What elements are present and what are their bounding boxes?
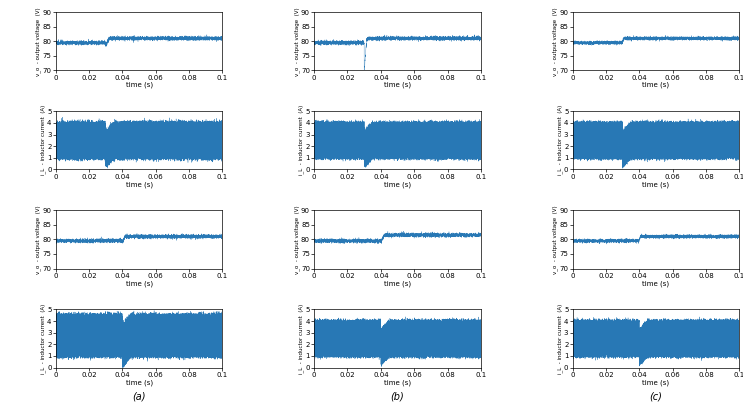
Text: (a): (a) <box>132 392 146 402</box>
Y-axis label: i_L  - inductor current  (A): i_L - inductor current (A) <box>299 105 304 175</box>
Y-axis label: v_o  - output voltage  (V): v_o - output voltage (V) <box>294 7 299 76</box>
Y-axis label: v_o  - output voltage  (V): v_o - output voltage (V) <box>552 205 558 274</box>
X-axis label: time (s): time (s) <box>384 181 411 187</box>
X-axis label: time (s): time (s) <box>384 82 411 88</box>
Text: (b): (b) <box>391 392 404 402</box>
X-axis label: time (s): time (s) <box>126 82 152 88</box>
Y-axis label: i_L  - inductor current  (A): i_L - inductor current (A) <box>299 303 304 374</box>
X-axis label: time (s): time (s) <box>643 379 669 386</box>
X-axis label: time (s): time (s) <box>643 181 669 187</box>
Y-axis label: i_L  - inductor current  (A): i_L - inductor current (A) <box>557 105 562 175</box>
X-axis label: time (s): time (s) <box>126 181 152 187</box>
Text: (c): (c) <box>649 392 662 402</box>
Y-axis label: i_L  - inductor current  (A): i_L - inductor current (A) <box>40 105 45 175</box>
Y-axis label: i_L  - inductor current  (A): i_L - inductor current (A) <box>557 303 562 374</box>
X-axis label: time (s): time (s) <box>384 280 411 286</box>
X-axis label: time (s): time (s) <box>126 379 152 386</box>
X-axis label: time (s): time (s) <box>384 379 411 386</box>
Y-axis label: v_o  - output voltage  (V): v_o - output voltage (V) <box>294 205 299 274</box>
Y-axis label: i_L  - inductor current  (A): i_L - inductor current (A) <box>40 303 45 374</box>
X-axis label: time (s): time (s) <box>643 280 669 286</box>
X-axis label: time (s): time (s) <box>643 82 669 88</box>
Y-axis label: v_o  - output voltage  (V): v_o - output voltage (V) <box>552 7 558 76</box>
Y-axis label: v_o  - output voltage  (V): v_o - output voltage (V) <box>36 205 41 274</box>
X-axis label: time (s): time (s) <box>126 280 152 286</box>
Y-axis label: v_o  - output voltage  (V): v_o - output voltage (V) <box>36 7 41 76</box>
